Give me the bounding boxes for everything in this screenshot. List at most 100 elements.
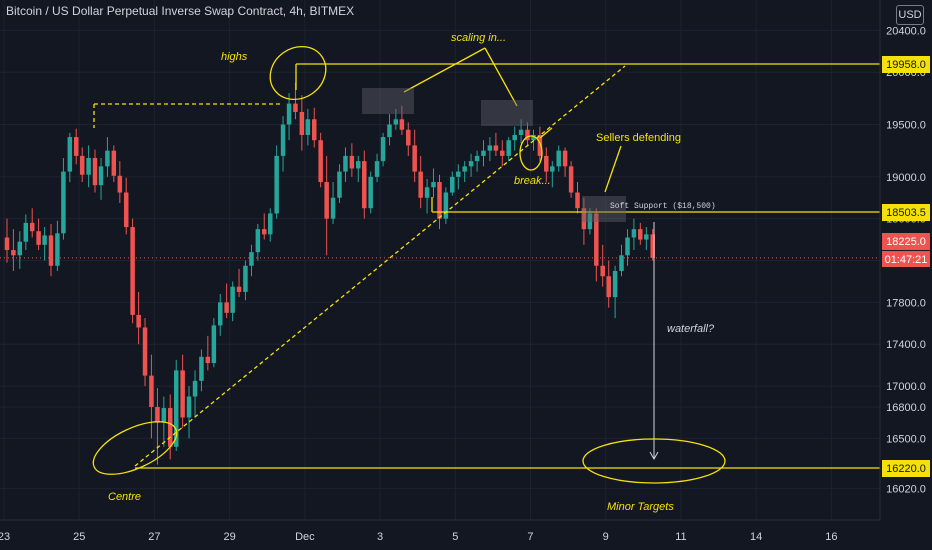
candle — [619, 244, 624, 277]
candle-body — [130, 227, 135, 315]
candle-body — [343, 155, 348, 172]
candle — [186, 386, 192, 439]
candle-body — [29, 222, 35, 232]
candle-body — [431, 182, 436, 188]
candle-body — [594, 213, 599, 266]
candle-body — [98, 166, 104, 186]
candle — [356, 155, 361, 183]
candle-body — [493, 145, 499, 151]
candle-body — [450, 176, 455, 193]
candle — [36, 218, 41, 251]
candle — [418, 155, 423, 209]
candle — [274, 145, 279, 219]
candle — [217, 294, 223, 336]
candle — [544, 147, 549, 183]
candle-body — [211, 325, 217, 364]
candle — [506, 137, 511, 162]
candle-body — [217, 302, 223, 326]
candle-body — [393, 119, 399, 125]
candle-body — [550, 166, 555, 172]
time-axis[interactable]: 23 25 27 29 Dec 3 5 7 9 11 14 16 — [0, 519, 880, 543]
candle — [456, 164, 461, 190]
candle-body — [4, 237, 10, 251]
candle-body — [481, 150, 486, 156]
candle-body — [23, 222, 29, 242]
currency-button[interactable]: USD — [896, 5, 924, 25]
x-tick-label: 9 — [603, 531, 609, 543]
candle — [324, 155, 329, 256]
candle — [431, 168, 436, 198]
candle-body — [468, 161, 474, 167]
candle-body — [525, 129, 530, 141]
candle — [42, 227, 47, 261]
candle-body — [136, 314, 141, 328]
candle — [205, 335, 211, 371]
candle-body — [349, 155, 355, 169]
candle — [224, 283, 229, 319]
candle-body — [105, 150, 110, 167]
candle-body — [73, 137, 79, 156]
candle — [305, 108, 311, 146]
candle — [487, 137, 493, 162]
candle-body — [299, 111, 305, 135]
candle — [4, 218, 10, 263]
y-tick-label: 16020.0 — [886, 484, 926, 496]
candle — [612, 265, 618, 319]
candle-body — [48, 235, 54, 266]
candle-body — [42, 235, 47, 245]
x-tick-label: 11 — [675, 531, 686, 543]
candle-body — [293, 103, 298, 112]
candle — [406, 122, 411, 156]
candle-body — [205, 356, 211, 364]
candle — [61, 157, 66, 240]
candle-body — [531, 134, 536, 141]
candle — [581, 197, 587, 245]
candle — [86, 145, 91, 188]
break-label: break... — [514, 175, 551, 187]
y-tick-label: 16800.0 — [886, 402, 926, 414]
current-price-tag-bg — [882, 233, 930, 250]
candle-body — [149, 375, 154, 408]
candle-body — [518, 129, 524, 135]
candle — [261, 213, 267, 240]
candle-body — [280, 124, 286, 156]
x-tick-label: 23 — [0, 531, 10, 543]
y-tick-label: 17000.0 — [886, 381, 926, 393]
x-tick-label: Dec — [295, 531, 315, 543]
candle-body — [368, 176, 373, 209]
candle — [230, 281, 235, 322]
x-tick-label: 16 — [825, 531, 837, 543]
candle — [650, 229, 655, 261]
candle-body — [362, 161, 367, 209]
x-tick-label: 29 — [224, 531, 236, 543]
candle-body — [387, 124, 392, 138]
candle-body — [268, 213, 273, 235]
candle-body — [456, 171, 461, 177]
candle-body — [606, 276, 611, 298]
candle-body — [192, 380, 198, 397]
candle-body — [199, 356, 204, 381]
candle — [450, 171, 455, 196]
level-tag-19958: 19958.0 — [886, 59, 926, 71]
candle-body — [356, 161, 361, 169]
candle — [123, 177, 129, 235]
break-pointer — [539, 127, 553, 139]
candle-body — [506, 140, 511, 156]
y-tick-label: 20400.0 — [886, 25, 926, 37]
candle — [192, 370, 198, 418]
candle — [518, 119, 524, 144]
candle-body — [180, 370, 185, 418]
candle — [399, 105, 405, 135]
candle-body — [286, 103, 292, 125]
candle — [550, 161, 555, 188]
candle-body — [537, 134, 543, 156]
candle-body — [337, 171, 342, 198]
candle-body — [318, 140, 323, 183]
candle — [149, 354, 154, 439]
candle-body — [243, 265, 248, 292]
x-tick-label: 14 — [750, 531, 762, 543]
candle — [644, 227, 649, 251]
candle-body — [79, 155, 85, 175]
sellers-arrow — [604, 145, 622, 193]
